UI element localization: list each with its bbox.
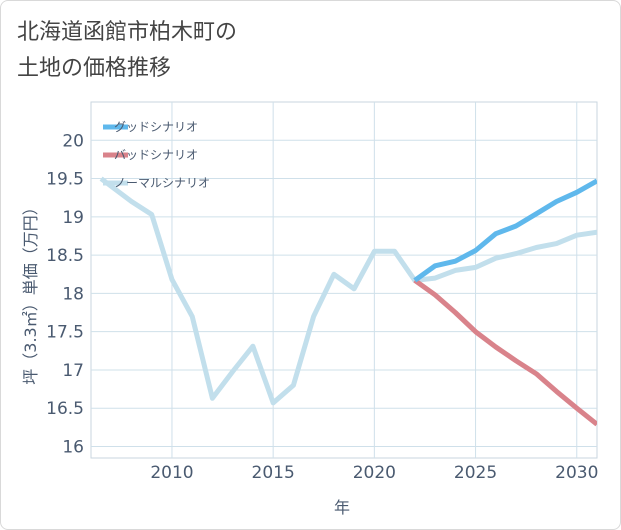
y-tick-label-16: 16 xyxy=(62,438,84,458)
chart-title-line-2: 土地の価格推移 xyxy=(17,56,172,81)
x-tick-label-2015: 2015 xyxy=(252,463,295,483)
series-lines xyxy=(99,176,597,427)
x-tick-label-2030: 2030 xyxy=(555,463,598,483)
y-tick-label-17.5: 17.5 xyxy=(46,323,84,343)
y-tick-label-17: 17 xyxy=(62,361,84,381)
series-line-1 xyxy=(413,278,597,427)
y-tick-label-18.5: 18.5 xyxy=(46,246,84,266)
y-tick-label-18: 18 xyxy=(62,284,84,304)
chart-title: 北海道函館市柏木町の 土地の価格推移 xyxy=(17,15,237,87)
x-tick-label-2020: 2020 xyxy=(353,463,396,483)
y-tick-label-19.5: 19.5 xyxy=(46,170,84,190)
y-axis-label: 坪（3.3㎡）単価（万円） xyxy=(21,199,40,384)
x-axis-label: 年 xyxy=(334,498,350,517)
series-line-2 xyxy=(413,178,597,283)
y-tick-label-16.5: 16.5 xyxy=(46,399,84,419)
x-tick-label-2025: 2025 xyxy=(454,463,497,483)
legend-label-2: ノーマルシナリオ xyxy=(114,176,210,190)
x-tick-label-2010: 2010 xyxy=(150,463,193,483)
y-tick-label-20: 20 xyxy=(62,131,84,151)
chart-title-line-1: 北海道函館市柏木町の xyxy=(17,20,238,45)
series-line-0 xyxy=(99,176,597,406)
y-axis-ticks: 16 16.5 17 17.5 18 18.5 19 19.5 20 xyxy=(46,131,84,457)
y-tick-label-19: 19 xyxy=(62,208,84,228)
legend-label-0: グッドシナリオ xyxy=(114,120,198,134)
legend-label-1: バッドシナリオ xyxy=(114,148,198,162)
x-axis-ticks: 2010 2015 2020 2025 2030 xyxy=(150,463,598,483)
